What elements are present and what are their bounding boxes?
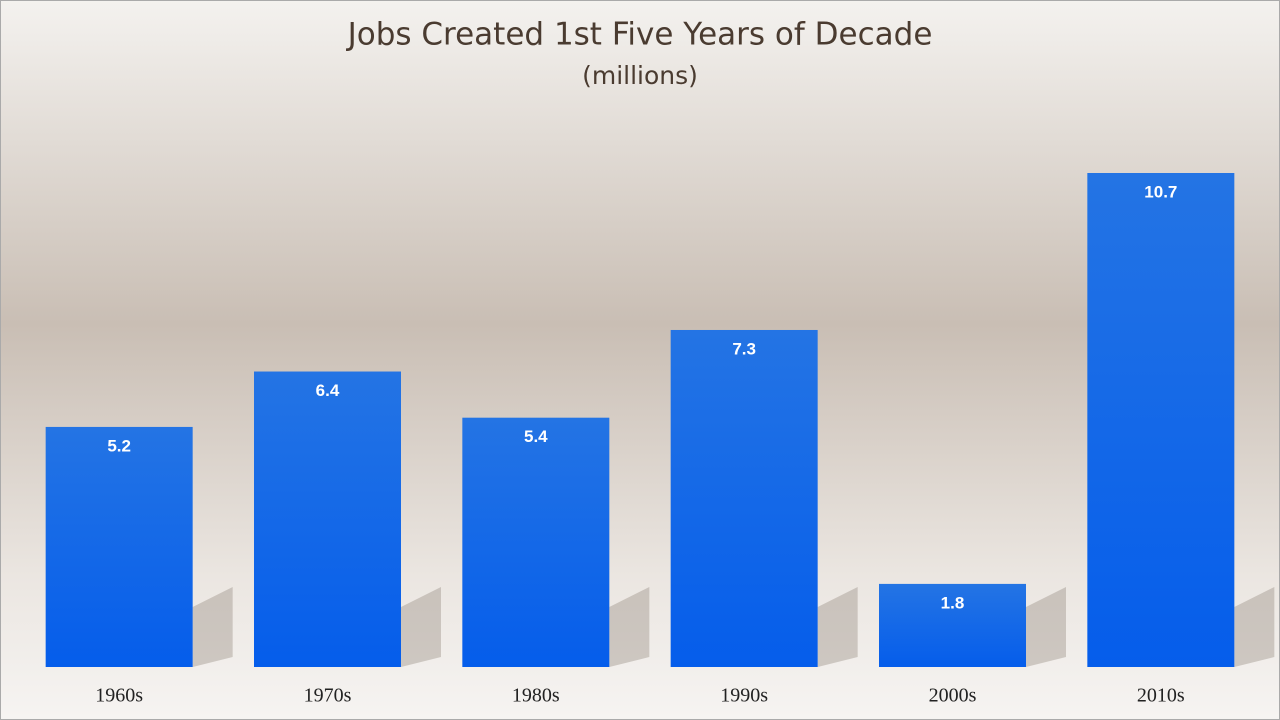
bar (45, 426, 193, 667)
value-label: 7.3 (732, 339, 756, 358)
bar-shadow (817, 587, 858, 667)
bar (254, 371, 401, 667)
value-label: 5.4 (524, 427, 548, 446)
x-tick-label: 1980s (512, 685, 560, 707)
x-tick-label: 1960s (95, 685, 143, 707)
bar-shadow (401, 587, 441, 667)
chart-subtitle: (millions) (582, 61, 698, 90)
bar (462, 417, 610, 667)
bar (1087, 173, 1235, 667)
x-tick-label: 1970s (304, 685, 352, 707)
chart-title: Jobs Created 1st Five Years of Decade (346, 17, 933, 53)
value-label: 5.2 (107, 436, 131, 455)
value-label: 1.8 (941, 593, 965, 612)
bar (879, 583, 1026, 667)
bar-shadow (1234, 587, 1275, 667)
x-tick-label: 2010s (1137, 685, 1185, 707)
bar-shadow (1026, 587, 1066, 667)
x-tick-label: 1990s (720, 685, 768, 707)
x-tick-label: 2000s (929, 685, 977, 707)
value-label: 10.7 (1144, 182, 1177, 201)
bar (670, 329, 818, 667)
bar-shadow (192, 587, 233, 667)
value-label: 6.4 (316, 381, 340, 400)
bar-shadow (609, 587, 650, 667)
